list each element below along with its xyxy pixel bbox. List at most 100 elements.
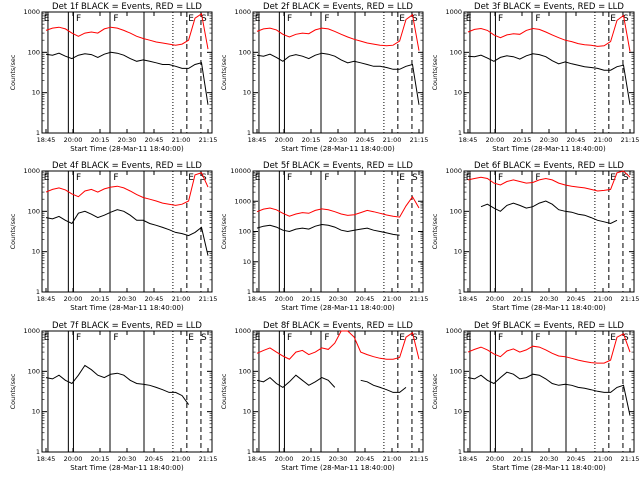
y-tick-label: 100 — [28, 367, 40, 375]
x-tick-label: 20:30 — [118, 455, 137, 463]
flag-label: F — [324, 14, 329, 24]
flag-label: F — [287, 173, 292, 183]
events-series-line — [467, 53, 631, 105]
flag-label: S — [201, 333, 207, 343]
x-tick-label: 20:00 — [275, 295, 294, 303]
y-tick-label: 100 — [28, 48, 40, 56]
flag-label: F — [498, 173, 503, 183]
flag-label: E — [188, 333, 194, 343]
y-axis-label: Counts/sec — [431, 213, 439, 249]
flag-label: S — [412, 173, 418, 183]
x-tick-label: 20:15 — [302, 136, 321, 144]
x-tick-label: 20:00 — [486, 136, 505, 144]
lld-series-line — [256, 195, 420, 218]
events-series-line — [45, 51, 209, 105]
flag-label: E — [44, 14, 50, 24]
flag-label: F — [535, 14, 540, 24]
panel-title: Det 8f BLACK = Events, RED = LLD — [263, 321, 413, 331]
x-tick-label: 20:45 — [145, 295, 164, 303]
events-series-line — [480, 200, 618, 225]
lld-series-line — [256, 13, 420, 51]
y-axis-label: Counts/sec — [220, 54, 228, 90]
y-tick-label: 100 — [450, 207, 462, 215]
y-tick-label: 1 — [36, 288, 40, 296]
x-tick-label: 21:15 — [199, 455, 218, 463]
x-tick-label: 21:15 — [410, 455, 429, 463]
y-tick-label: 100 — [239, 48, 251, 56]
y-tick-label: 10 — [454, 248, 462, 256]
y-tick-label: 1000 — [445, 167, 462, 175]
y-tick-label: 1000 — [23, 167, 40, 175]
x-tick-label: 20:00 — [64, 136, 83, 144]
flag-label: E — [255, 173, 261, 183]
x-tick-label: 18:45 — [37, 455, 56, 463]
y-axis-label: Counts/sec — [431, 54, 439, 90]
flag-label: F — [324, 333, 329, 343]
x-tick-label: 20:30 — [540, 455, 559, 463]
flag-label: S — [623, 333, 629, 343]
y-tick-label: 1 — [458, 288, 462, 296]
events-series-line — [45, 364, 190, 405]
x-axis-label: Start Time (28-Mar-11 18:40:00) — [492, 464, 606, 472]
flag-label: E — [255, 333, 261, 343]
x-tick-label: 18:45 — [37, 295, 56, 303]
panel-2: Det 2f BLACK = Events, RED = LLD 1 10 100 10… — [220, 2, 428, 153]
x-axis-label: Start Time (28-Mar-11 18:40:00) — [492, 304, 606, 312]
y-axis-label: Counts/sec — [9, 373, 17, 409]
x-tick-label: 20:45 — [145, 455, 164, 463]
y-tick-label: 100 — [239, 367, 251, 375]
y-tick-label: 10 — [454, 408, 462, 416]
flag-label: F — [498, 333, 503, 343]
y-tick-label: 1 — [36, 448, 40, 456]
flag-label: F — [113, 173, 118, 183]
x-tick-label: 18:45 — [248, 455, 267, 463]
x-axis-label: Start Time (28-Mar-11 18:40:00) — [70, 304, 184, 312]
y-tick-label: 10 — [32, 408, 40, 416]
x-tick-label: 20:45 — [356, 455, 375, 463]
panel-title: Det 9f BLACK = Events, RED = LLD — [474, 321, 624, 331]
flag-label: E — [610, 14, 616, 24]
y-tick-label: 1000 — [23, 327, 40, 335]
events-series-line — [45, 209, 209, 256]
x-tick-label: 21:00 — [172, 295, 191, 303]
y-tick-label: 10 — [243, 258, 251, 266]
x-tick-label: 20:15 — [91, 136, 110, 144]
x-tick-label: 20:00 — [486, 455, 505, 463]
x-tick-label: 20:00 — [486, 295, 505, 303]
x-tick-label: 20:45 — [567, 136, 586, 144]
panel-5: Det 5f BLACK = Events, RED = LLD 1 10 100 10… — [220, 161, 428, 312]
y-tick-label: 1000 — [445, 8, 462, 16]
panel-8: Det 8f BLACK = Events, RED = LLD 1 10 100 10… — [220, 321, 428, 472]
x-tick-label: 21:00 — [594, 295, 613, 303]
y-axis-label: Counts/sec — [220, 213, 228, 249]
y-tick-label: 10 — [32, 248, 40, 256]
y-tick-label: 100 — [239, 228, 251, 236]
y-tick-label: 1000 — [23, 8, 40, 16]
flag-label: F — [113, 333, 118, 343]
flag-label: F — [113, 14, 118, 24]
y-axis-label: Counts/sec — [431, 373, 439, 409]
x-tick-label: 20:15 — [302, 295, 321, 303]
x-tick-label: 20:15 — [513, 136, 532, 144]
x-tick-label: 21:00 — [383, 136, 402, 144]
flag-label: E — [466, 14, 472, 24]
x-tick-label: 21:00 — [594, 455, 613, 463]
panel-4: Det 4f BLACK = Events, RED = LLD 1 10 100 10… — [9, 161, 217, 312]
flag-label: E — [44, 333, 50, 343]
x-tick-label: 20:30 — [329, 455, 348, 463]
x-tick-label: 21:15 — [410, 295, 429, 303]
x-tick-label: 18:45 — [248, 295, 267, 303]
x-tick-label: 21:00 — [383, 455, 402, 463]
x-tick-label: 20:00 — [275, 455, 294, 463]
x-tick-label: 21:15 — [621, 295, 640, 303]
x-tick-label: 21:00 — [172, 455, 191, 463]
x-tick-label: 20:45 — [145, 136, 164, 144]
panel-title: Det 6f BLACK = Events, RED = LLD — [474, 161, 624, 171]
panel-title: Det 4f BLACK = Events, RED = LLD — [52, 161, 202, 171]
x-tick-label: 20:15 — [91, 295, 110, 303]
x-tick-label: 18:45 — [37, 136, 56, 144]
flag-label: S — [412, 14, 418, 24]
y-tick-label: 10 — [243, 89, 251, 97]
x-tick-label: 20:30 — [329, 136, 348, 144]
